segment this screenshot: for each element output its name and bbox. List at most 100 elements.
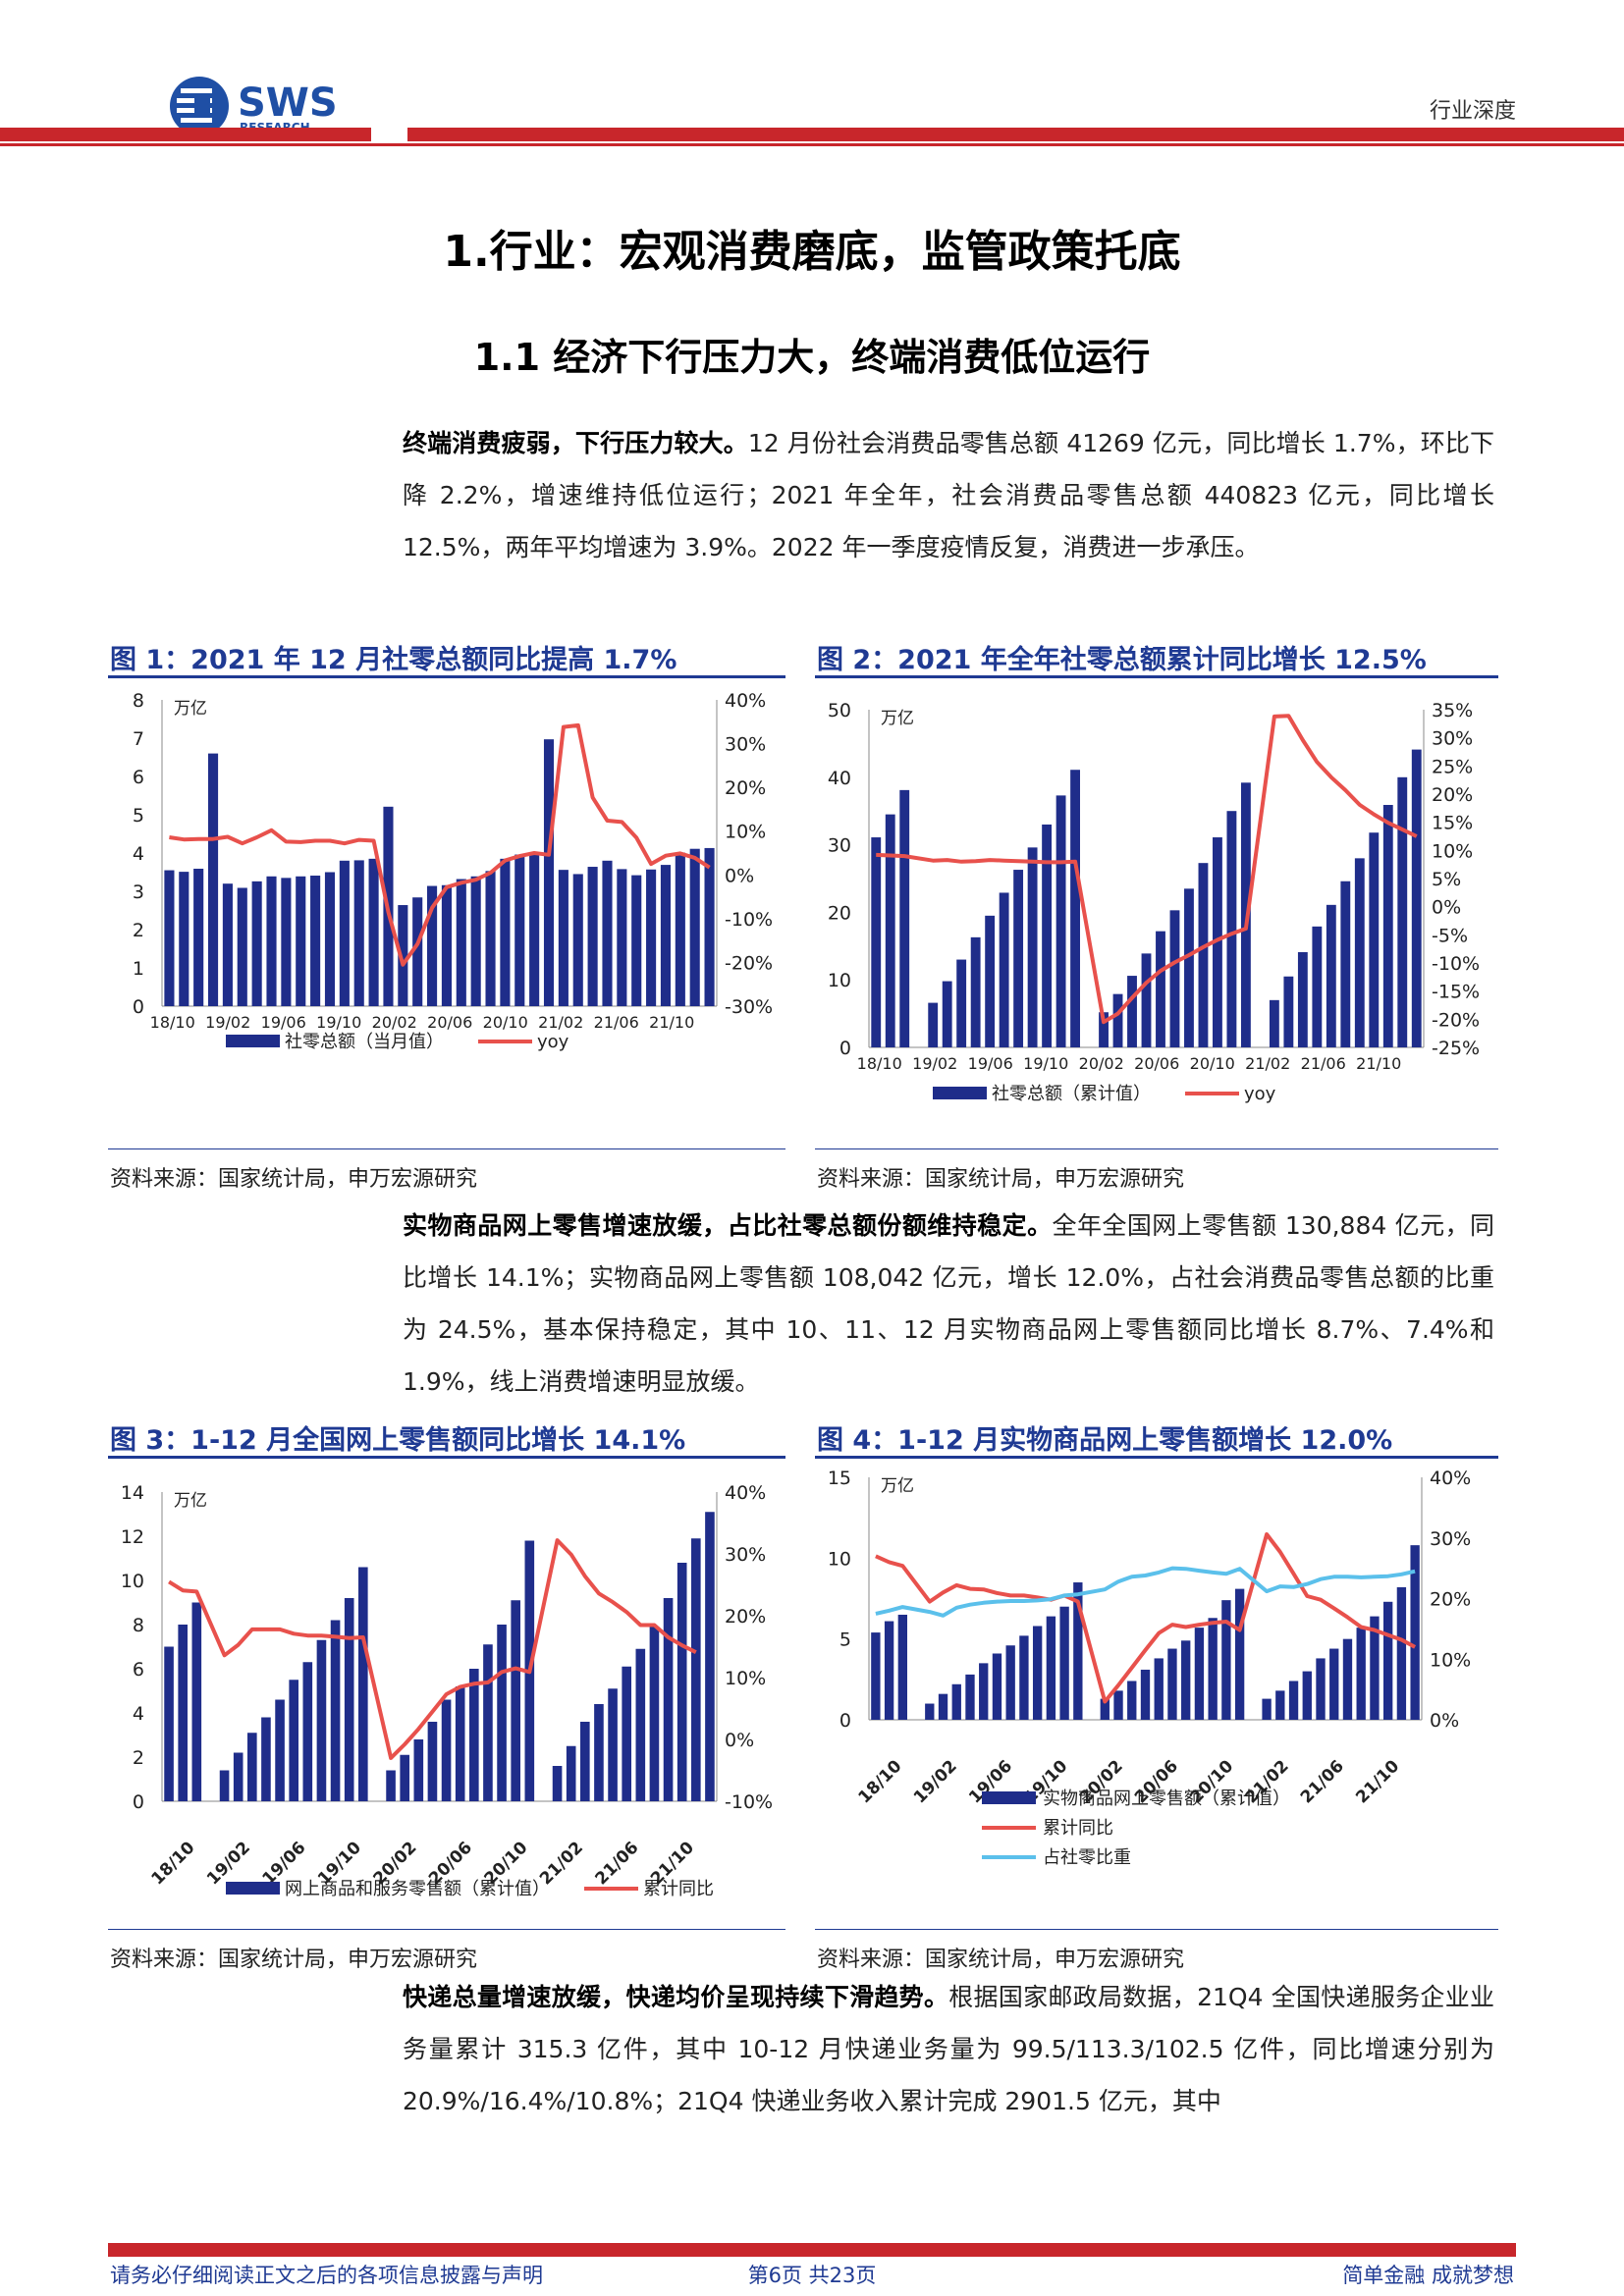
bar <box>594 1704 604 1801</box>
bar <box>1316 1658 1326 1720</box>
y2-tick-label: -15% <box>1432 982 1480 1003</box>
bar <box>1370 1616 1380 1720</box>
bar <box>1382 805 1393 1047</box>
bar <box>646 869 657 1006</box>
x-tick-label: 19/02 <box>910 1756 961 1807</box>
y2-tick-label: -25% <box>1432 1038 1480 1059</box>
bar <box>275 1699 285 1801</box>
bar <box>985 915 996 1047</box>
bar <box>677 1563 687 1801</box>
y2-tick-label: -5% <box>1432 925 1468 946</box>
fig1-top-rule <box>108 675 785 678</box>
bar <box>178 1625 188 1801</box>
fig2-source: 资料来源：国家统计局，申万宏源研究 <box>817 1167 1185 1192</box>
bar <box>1269 999 1279 1047</box>
legend-label: 社零总额（当月值） <box>285 1032 444 1052</box>
bar <box>543 739 555 1006</box>
y-tick-label: 30 <box>828 835 851 857</box>
series-line <box>875 1532 1417 1704</box>
bar <box>1302 1671 1312 1720</box>
bar <box>1140 1669 1151 1720</box>
fig3-chart: 0 2 4 6 8 10 12 14 -10% 0% 10% 20% 30% 40% 万亿 18/10 19/0… <box>121 1482 773 1899</box>
bar <box>884 1621 894 1720</box>
y2-tick-label: -20% <box>1432 1009 1480 1031</box>
bar <box>179 872 189 1006</box>
legend-label: 累计同比 <box>1043 1818 1113 1839</box>
legend-bar-swatch <box>226 1882 280 1895</box>
bar <box>885 814 895 1047</box>
x-tick-label: 20/10 <box>1190 1054 1235 1073</box>
fig2-bottom-rule <box>815 1148 1498 1149</box>
bar <box>339 860 350 1006</box>
bar <box>427 885 438 1006</box>
bar <box>1181 1640 1191 1720</box>
y-tick-label: 4 <box>133 843 144 865</box>
bar <box>412 897 423 1006</box>
x-tick-label: 19/10 <box>1023 1054 1068 1073</box>
header-bar-left <box>0 128 371 141</box>
bar <box>871 1632 881 1720</box>
bar <box>899 789 910 1047</box>
x-tick-label: 19/06 <box>261 1013 306 1032</box>
subsection-title: 1.1 经济下行压力大，终端消费低位运行 <box>473 336 1151 379</box>
paragraph-1: 终端消费疲弱，下行压力较大。12 月份社会消费品零售总额 41269 亿元，同比… <box>403 417 1494 573</box>
y2-tick-label: 20% <box>725 1606 766 1628</box>
bar <box>705 1512 715 1801</box>
bar <box>675 852 685 1006</box>
bar <box>1059 1606 1069 1720</box>
x-tick-label: 18/10 <box>857 1054 902 1073</box>
y2-tick-label: 0% <box>725 1730 754 1751</box>
bar <box>251 881 262 1006</box>
legend-label: 实物商品网上零售额（累计值） <box>1043 1789 1290 1809</box>
bar <box>1073 1582 1083 1720</box>
bar <box>1070 770 1080 1047</box>
x-tick-label: 19/02 <box>912 1054 957 1073</box>
bar <box>330 1620 341 1801</box>
legend-bar-swatch <box>982 1791 1036 1804</box>
paragraph-1-body: 12 月份社会消费品零售总额 41269 亿元，同比增长 1.7%，环比下降 2… <box>403 429 1494 561</box>
y-tick-label: 10 <box>828 1548 851 1570</box>
fig4-bottom-rule <box>815 1929 1498 1930</box>
legend-label: 网上商品和服务零售额（累计值） <box>285 1879 550 1899</box>
bar <box>1013 870 1024 1047</box>
bar <box>635 1648 646 1801</box>
bar <box>566 1745 576 1801</box>
sws-logo: SWS RESEARCH <box>170 77 338 135</box>
bar <box>938 1693 948 1720</box>
fig1-chart: 0 1 2 3 4 5 6 7 8 -30% -20% -10% 0% 10% 20% 30% 40% 万亿 18/… <box>133 690 773 1052</box>
bar <box>663 1598 674 1801</box>
bar <box>483 1644 493 1801</box>
bar <box>400 1754 409 1801</box>
bar <box>497 1625 507 1801</box>
x-tick-label: 21/02 <box>1245 1054 1290 1073</box>
section-title: 1.行业：宏观消费磨底，监管政策托底 <box>443 227 1181 277</box>
bar <box>1027 847 1038 1047</box>
bar <box>222 883 233 1006</box>
x-tick-label: 20/02 <box>1079 1054 1124 1073</box>
bar <box>1262 1698 1272 1720</box>
y2-tick-label: -20% <box>725 952 773 974</box>
fig2-chart: 0 10 20 30 40 50 -25% -20% -15% -10% -5% 0% 5% 10% 15%… <box>828 700 1480 1104</box>
bar <box>704 847 715 1006</box>
bar <box>572 874 583 1006</box>
bar <box>514 854 525 1006</box>
x-tick-label: 21/06 <box>594 1013 639 1032</box>
y2-tick-label: 30% <box>1432 728 1473 750</box>
legend-label: yoy <box>1244 1084 1276 1104</box>
bar <box>552 1766 563 1801</box>
bar <box>965 1674 975 1720</box>
bar <box>1356 1628 1366 1720</box>
bar <box>469 1669 479 1801</box>
fig1-title: 图 1：2021 年 12 月社零总额同比提高 1.7% <box>110 645 677 675</box>
bar <box>1005 1645 1015 1720</box>
bar <box>1169 910 1180 1047</box>
y2-tick-label: 10% <box>1432 840 1473 862</box>
bar <box>456 879 466 1006</box>
bar <box>353 860 364 1006</box>
x-tick-label: 21/10 <box>1356 1054 1401 1073</box>
bar <box>302 1662 313 1801</box>
bar <box>1032 1626 1043 1720</box>
y2-tick-label: 25% <box>1432 756 1473 777</box>
fig4-title: 图 4：1-12 月实物商品网上零售额增长 12.0% <box>817 1425 1393 1456</box>
paragraph-3: 快递总量增速放缓，快递均价呈现持续下滑趋势。根据国家邮政局数据，21Q4 全国快… <box>403 1971 1494 2127</box>
